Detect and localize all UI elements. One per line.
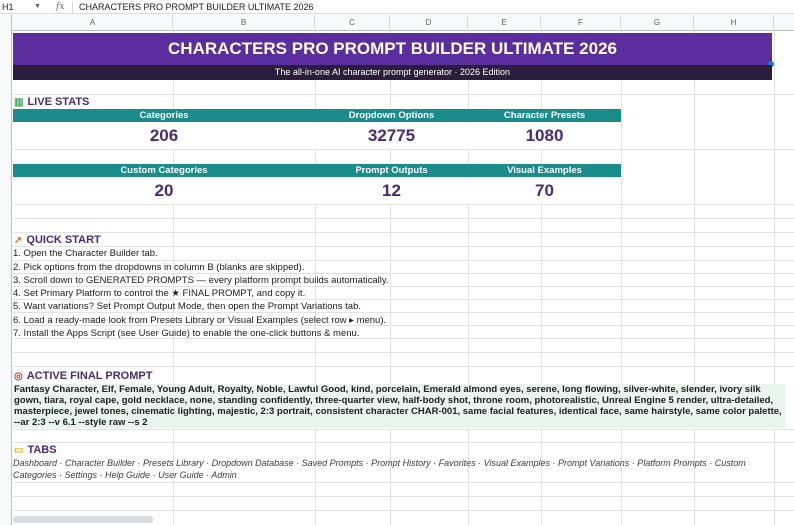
select-all-corner[interactable] bbox=[0, 15, 12, 31]
quick-start-heading-label: QUICK START bbox=[26, 234, 101, 246]
grid-line bbox=[13, 204, 794, 205]
grid-line bbox=[13, 325, 794, 326]
tabs-heading-label: TABS bbox=[27, 444, 57, 456]
stat-value-custom-categories[interactable]: 20 bbox=[13, 178, 315, 204]
column-header-d[interactable]: D bbox=[390, 15, 468, 31]
formula-bar: H1 ▼ fx CHARACTERS PRO PROMPT BUILDER UL… bbox=[0, 0, 794, 14]
page-subtitle[interactable]: The all-in-one AI character prompt gener… bbox=[13, 65, 772, 80]
grid-line bbox=[13, 352, 794, 353]
selection-handle[interactable] bbox=[768, 61, 774, 67]
grid-line bbox=[13, 429, 794, 430]
column-header-a[interactable]: A bbox=[13, 15, 173, 31]
grid-line bbox=[13, 312, 794, 313]
fx-icon: fx bbox=[56, 1, 65, 12]
rocket-icon: ➚ bbox=[14, 234, 23, 246]
column-header-c[interactable]: C bbox=[315, 15, 390, 31]
grid-line bbox=[13, 260, 794, 261]
formula-input[interactable]: CHARACTERS PRO PROMPT BUILDER ULTIMATE 2… bbox=[79, 1, 314, 12]
quick-start-step[interactable]: 5. Want variations? Set Prompt Output Mo… bbox=[13, 301, 361, 312]
grid-line bbox=[13, 442, 794, 443]
stat-value-visual-examples[interactable]: 70 bbox=[468, 178, 621, 204]
column-header-e[interactable]: E bbox=[468, 15, 541, 31]
grid-line bbox=[13, 496, 794, 497]
grid-line bbox=[173, 31, 174, 525]
tabs-heading: ▭ TABS bbox=[14, 443, 57, 457]
live-stats-heading: ▥ LIVE STATS bbox=[14, 95, 89, 109]
grid-line bbox=[694, 31, 695, 525]
quick-start-step[interactable]: 1. Open the Character Builder tab. bbox=[13, 248, 158, 259]
grid-line bbox=[13, 218, 794, 219]
stat-label-prompt-outputs[interactable]: Prompt Outputs bbox=[315, 164, 468, 177]
grid-line bbox=[13, 338, 794, 339]
grid-line bbox=[315, 31, 316, 525]
folder-icon: ▭ bbox=[14, 444, 24, 456]
active-final-prompt[interactable]: Fantasy Character, Elf, Female, Young Ad… bbox=[13, 384, 785, 428]
grid-line bbox=[468, 31, 469, 525]
quick-start-step[interactable]: 4. Set Primary Platform to control the ★… bbox=[13, 288, 306, 299]
stat-label-visual-examples[interactable]: Visual Examples bbox=[468, 164, 621, 177]
grid-line bbox=[541, 31, 542, 525]
page-title[interactable]: CHARACTERS PRO PROMPT BUILDER ULTIMATE 2… bbox=[13, 33, 772, 65]
active-prompt-heading-label: ACTIVE FINAL PROMPT bbox=[26, 370, 153, 382]
grid-line bbox=[13, 299, 794, 300]
grid-line bbox=[390, 31, 391, 525]
grid-line bbox=[621, 31, 622, 525]
grid-line bbox=[13, 94, 794, 95]
chevron-down-icon[interactable]: ▼ bbox=[34, 3, 41, 10]
column-header-b[interactable]: B bbox=[173, 15, 315, 31]
grid-line bbox=[774, 31, 775, 525]
grid-line bbox=[13, 366, 794, 367]
grid-line bbox=[13, 246, 794, 247]
quick-start-step[interactable]: 7. Install the Apps Script (see User Gui… bbox=[13, 328, 360, 339]
stat-label-custom-categories[interactable]: Custom Categories bbox=[13, 164, 315, 177]
horizontal-scrollbar[interactable] bbox=[13, 516, 153, 523]
target-icon: ◎ bbox=[14, 370, 23, 382]
column-header-h[interactable]: H bbox=[694, 15, 774, 31]
bar-chart-icon: ▥ bbox=[14, 96, 24, 108]
stat-label-character-presets[interactable]: Character Presets bbox=[468, 109, 621, 122]
column-header-f[interactable]: F bbox=[541, 15, 621, 31]
quick-start-heading: ➚ QUICK START bbox=[14, 233, 101, 247]
stat-value-dropdown-options[interactable]: 32775 bbox=[315, 123, 468, 149]
stat-value-prompt-outputs[interactable]: 12 bbox=[315, 178, 468, 204]
column-headers: A B C D E F G H bbox=[0, 15, 794, 31]
tabs-list[interactable]: Dashboard · Character Builder · Presets … bbox=[13, 458, 746, 480]
stat-value-character-presets[interactable]: 1080 bbox=[468, 123, 621, 149]
grid-line bbox=[13, 482, 794, 483]
grid-line bbox=[13, 149, 794, 150]
row-gutter bbox=[0, 31, 12, 525]
quick-start-step[interactable]: 6. Load a ready-made look from Presets L… bbox=[13, 315, 387, 326]
name-box[interactable]: H1 bbox=[2, 1, 14, 12]
grid-line bbox=[13, 510, 794, 511]
divider bbox=[72, 0, 73, 13]
quick-start-step[interactable]: 2. Pick options from the dropdowns in co… bbox=[13, 262, 305, 273]
grid-line bbox=[13, 232, 794, 233]
live-stats-heading-label: LIVE STATS bbox=[27, 96, 90, 108]
stat-label-categories[interactable]: Categories bbox=[13, 109, 315, 122]
grid-line bbox=[13, 273, 794, 274]
grid-line bbox=[13, 286, 794, 287]
quick-start-step[interactable]: 3. Scroll down to GENERATED PROMPTS — ev… bbox=[13, 275, 389, 286]
column-header-g[interactable]: G bbox=[621, 15, 694, 31]
active-prompt-heading: ◎ ACTIVE FINAL PROMPT bbox=[14, 369, 152, 383]
stat-value-categories[interactable]: 206 bbox=[13, 123, 315, 149]
stat-label-dropdown-options[interactable]: Dropdown Options bbox=[315, 109, 468, 122]
